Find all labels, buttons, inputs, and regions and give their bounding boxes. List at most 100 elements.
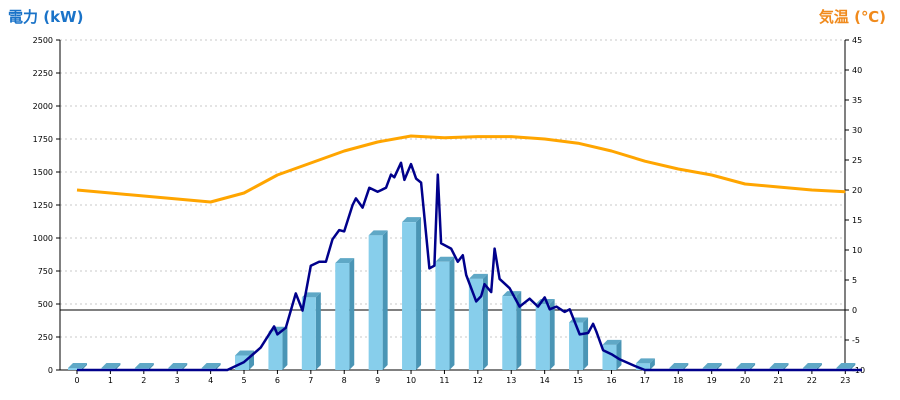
x-tick-label: 1 [108, 376, 113, 385]
bar-front [335, 263, 350, 370]
x-tick-label: 6 [275, 376, 280, 385]
bar-side [516, 291, 522, 370]
bar-side [82, 363, 87, 370]
bar [301, 292, 321, 370]
bar-top [335, 258, 355, 264]
bar-top [635, 358, 655, 364]
x-tick-label: 9 [375, 376, 380, 385]
bar-top [201, 363, 221, 368]
bar-side [215, 363, 221, 370]
right-tick-label: 10 [852, 246, 862, 255]
bar-top [435, 256, 455, 262]
right-tick-label: 30 [852, 126, 862, 135]
x-tick-label: 12 [473, 376, 483, 385]
bar-side [349, 258, 355, 370]
bar-top [402, 217, 422, 223]
bar-series [68, 217, 856, 370]
bar-side [282, 326, 288, 370]
bar-front [68, 368, 82, 370]
x-tick-label: 11 [439, 376, 449, 385]
bar-top [235, 350, 255, 356]
x-tick-label: 23 [840, 376, 850, 385]
bar-top [602, 339, 622, 345]
right-tick-label: 15 [852, 216, 862, 225]
x-tick-label: 14 [540, 376, 550, 385]
left-tick-label: 2250 [33, 69, 53, 78]
bar-side [649, 358, 655, 370]
bar-top [669, 363, 689, 368]
bar-side [583, 317, 589, 370]
x-tick-label: 0 [74, 376, 79, 385]
x-tick-label: 4 [208, 376, 213, 385]
bar [435, 256, 455, 370]
bar-front [635, 363, 650, 370]
bar-side [115, 363, 121, 370]
bar-front [435, 261, 450, 370]
bar-front [468, 278, 483, 370]
x-tick-label: 8 [342, 376, 347, 385]
bar-top [134, 363, 154, 368]
bar-side [549, 299, 555, 370]
x-tick-label: 22 [807, 376, 817, 385]
x-tick-label: 18 [673, 376, 683, 385]
bar-side [482, 273, 488, 370]
temperature-line [76, 134, 846, 204]
bar-side [315, 292, 321, 370]
right-tick-label: -5 [852, 336, 860, 345]
bar-front [569, 322, 584, 370]
bar-top [736, 363, 756, 368]
right-tick-label: 45 [852, 36, 862, 45]
right-tick-label: 35 [852, 96, 862, 105]
right-tick-label: 40 [852, 66, 862, 75]
bar-front [268, 331, 283, 370]
bar-top [836, 363, 856, 368]
right-tick-label: 25 [852, 156, 862, 165]
left-tick-label: 1250 [33, 201, 53, 210]
bar-side [816, 363, 822, 370]
bar-front [502, 296, 517, 370]
bar-side [148, 363, 154, 370]
left-tick-label: 0 [48, 366, 53, 375]
bar-top [802, 363, 822, 368]
grid-lines [60, 39, 845, 338]
bar-side [683, 363, 689, 370]
bar [68, 363, 87, 370]
left-tick-label: 2000 [33, 102, 53, 111]
bar-top [702, 363, 722, 368]
x-tick-label: 5 [241, 376, 246, 385]
left-tick-label: 1750 [33, 135, 53, 144]
x-tick-label: 7 [308, 376, 313, 385]
bar-side [750, 363, 756, 370]
x-tick-label: 15 [573, 376, 583, 385]
x-tick-label: 17 [640, 376, 650, 385]
bar-side [182, 363, 188, 370]
left-tick-label: 500 [38, 300, 53, 309]
left-tick-label: 750 [38, 267, 53, 276]
bar [635, 358, 655, 370]
bar-side [449, 256, 455, 370]
x-tick-label: 13 [506, 376, 516, 385]
bar [468, 273, 488, 370]
left-tick-label: 1500 [33, 168, 53, 177]
right-tick-label: 5 [852, 276, 857, 285]
bar [402, 217, 422, 370]
left-tick-label: 2500 [33, 36, 53, 45]
bar-side [783, 363, 789, 370]
power-line [77, 161, 862, 372]
left-tick-label: 1000 [33, 234, 53, 243]
x-tick-label: 3 [175, 376, 180, 385]
bar-top [468, 273, 488, 279]
bar-side [382, 230, 388, 370]
x-tick-label: 10 [406, 376, 416, 385]
bar-side [616, 339, 622, 370]
bar-side [716, 363, 722, 370]
bar-top [101, 363, 121, 368]
x-tick-label: 16 [606, 376, 616, 385]
x-tick-label: 20 [740, 376, 750, 385]
left-tick-label: 250 [38, 333, 53, 342]
bar [502, 291, 522, 370]
bar [569, 317, 589, 370]
bar-side [850, 363, 856, 370]
